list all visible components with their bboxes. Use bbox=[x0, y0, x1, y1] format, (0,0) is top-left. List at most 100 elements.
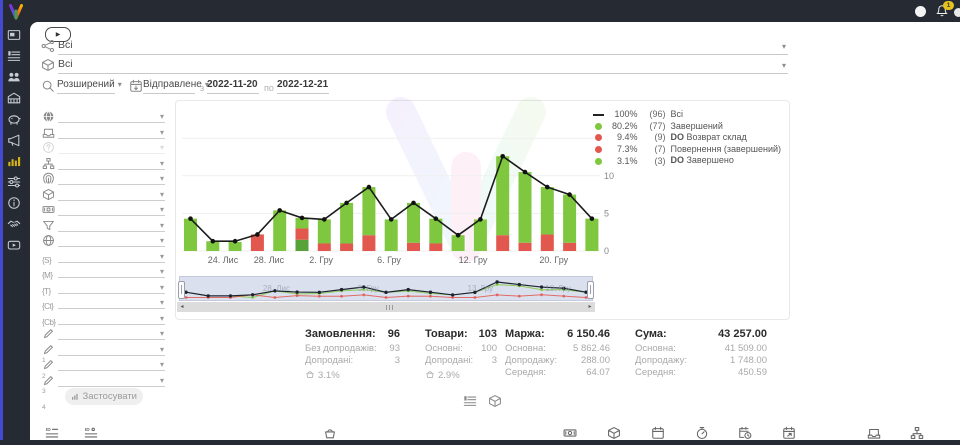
stat-title: Товари: bbox=[425, 328, 468, 340]
sidebar-warehouse-icon[interactable] bbox=[7, 91, 23, 105]
chevron-down-icon: ▾ bbox=[117, 80, 122, 89]
date-to-input[interactable]: 2022-12-21 bbox=[277, 79, 329, 94]
date-from-input[interactable]: 2022-11-20 bbox=[207, 79, 259, 94]
filter-select[interactable]: ▾ bbox=[58, 219, 165, 232]
pencil-icon: 1 bbox=[42, 327, 57, 364]
pencil-icon: 3 bbox=[42, 358, 57, 395]
filter-select[interactable]: ▾ bbox=[58, 110, 165, 123]
chevron-down-icon: ▾ bbox=[159, 127, 164, 137]
package-icon[interactable] bbox=[607, 426, 623, 442]
sidebar-list-icon[interactable] bbox=[7, 49, 23, 63]
filter-select[interactable]: ▾ bbox=[58, 343, 165, 356]
token-m-icon: {M} bbox=[42, 271, 53, 280]
navigator-left-handle[interactable] bbox=[178, 281, 185, 299]
legend-item[interactable]: 3.1% (3) DO Завершено bbox=[591, 155, 781, 167]
stat-percent: 2.9% bbox=[438, 370, 460, 381]
filter-select[interactable]: ▾ bbox=[58, 126, 165, 139]
filter-select[interactable]: ▾ bbox=[58, 250, 165, 263]
chevron-down-icon: ▾ bbox=[159, 174, 164, 183]
svg-text:12. Гру: 12. Гру bbox=[459, 255, 488, 265]
stat-sub-value: 41 509.00 bbox=[724, 343, 767, 354]
stat-title: Сума: bbox=[635, 328, 667, 340]
scroll-right-icon[interactable]: ▸ bbox=[588, 304, 592, 310]
search-icon bbox=[41, 79, 55, 93]
filter-select[interactable]: ▾ bbox=[58, 374, 165, 387]
legend-label: DO Возврат склад bbox=[670, 132, 747, 143]
calendar-icon[interactable] bbox=[651, 426, 667, 442]
legend-count: (9) bbox=[654, 132, 666, 143]
sidebar-sliders-icon[interactable] bbox=[7, 175, 23, 189]
id-list-icon[interactable]: ID bbox=[45, 426, 61, 442]
user-avatar-icon[interactable] bbox=[915, 6, 926, 17]
filter-select[interactable]: ▾ bbox=[58, 157, 165, 170]
sidebar-info-icon[interactable] bbox=[7, 196, 23, 210]
stat-sub-label: Допродані: bbox=[425, 355, 474, 366]
sidebar-handshake-icon[interactable] bbox=[7, 217, 23, 231]
chevron-down-icon: ▾ bbox=[781, 42, 786, 51]
filter-row: 4 ▾ bbox=[30, 374, 195, 411]
sidebar-video-icon[interactable] bbox=[7, 238, 23, 252]
stat-sub-label: Середня: bbox=[505, 367, 547, 378]
filter-row: 2 ▾ bbox=[30, 343, 195, 380]
scrollbar-grip[interactable] bbox=[386, 304, 393, 310]
sidebar-users-icon[interactable] bbox=[7, 70, 23, 84]
chart-navigator[interactable]: 28. Лис 5. Гру 13. Гру 19. Гру bbox=[178, 276, 594, 301]
scroll-left-icon[interactable]: ◂ bbox=[180, 304, 184, 310]
calendar-clock-icon[interactable] bbox=[738, 426, 754, 442]
source-select[interactable]: Всі ▾ bbox=[58, 39, 788, 55]
stat-value: 43 257.00 bbox=[718, 328, 767, 340]
sitemap-icon[interactable] bbox=[910, 426, 926, 442]
apply-button[interactable]: Застосувати bbox=[65, 388, 143, 405]
filter-select[interactable]: ▾ bbox=[58, 265, 165, 278]
package-toggle-icon[interactable] bbox=[488, 394, 503, 409]
calendar-export-icon[interactable] bbox=[782, 426, 798, 442]
chevron-down-icon: ▾ bbox=[159, 360, 164, 369]
stat-sub-value: 100 bbox=[481, 343, 497, 354]
legend-item[interactable]: 100% (96) Всі bbox=[591, 109, 781, 121]
sidebar-megaphone-icon[interactable] bbox=[7, 133, 23, 147]
sidebar-piggy-bank-icon[interactable] bbox=[7, 112, 23, 126]
filter-select[interactable]: ▾ bbox=[58, 172, 165, 185]
filter-select[interactable]: ▾ bbox=[58, 296, 165, 309]
log-list-toggle-icon[interactable] bbox=[463, 394, 478, 409]
navigator-right-handle[interactable] bbox=[587, 281, 594, 299]
date-type-select[interactable]: Відправлене ▾ bbox=[143, 79, 209, 94]
filter-select[interactable]: ▾ bbox=[58, 141, 165, 154]
notification-badge: 1 bbox=[943, 1, 954, 10]
chart-scrollbar[interactable]: ◂ ▸ bbox=[177, 302, 595, 312]
filter-select[interactable]: ▾ bbox=[58, 358, 165, 371]
svg-text:2. Гру: 2. Гру bbox=[309, 255, 333, 265]
chevron-down-icon: ▾ bbox=[159, 251, 164, 261]
filter-select[interactable]: ▾ bbox=[58, 188, 165, 201]
filter-select[interactable]: ▾ bbox=[58, 234, 165, 247]
package-icon bbox=[42, 188, 57, 201]
basket-icon[interactable] bbox=[323, 426, 339, 442]
banknote-icon[interactable] bbox=[563, 426, 579, 442]
legend-item[interactable]: 7.3% (7) Повернення (завершений) bbox=[591, 144, 781, 156]
sidebar-window-icon[interactable] bbox=[7, 28, 23, 42]
tutorial-play-button[interactable]: ▶ bbox=[45, 27, 71, 42]
date-to-label: по bbox=[264, 83, 274, 93]
filter-select[interactable]: ▾ bbox=[58, 203, 165, 216]
id-list-alt-icon[interactable]: ID bbox=[84, 426, 100, 442]
orders-chart[interactable]: 0 5 10 24. Лис 28. Лис 2. Гру 6. Гру 12. Гру 20.… bbox=[176, 101, 789, 271]
filter-select[interactable]: ▾ bbox=[58, 312, 165, 325]
navigator-label: 28. Лис bbox=[262, 284, 290, 293]
svg-text:5: 5 bbox=[604, 208, 609, 218]
legend-item[interactable]: 80.2% (77) Завершений bbox=[591, 121, 781, 133]
calendar-down-icon bbox=[129, 79, 143, 93]
filter-select[interactable]: ▾ bbox=[58, 281, 165, 294]
filter-select[interactable]: ▾ bbox=[58, 327, 165, 340]
legend-item[interactable]: 9.4% (9) DO Возврат склад bbox=[591, 132, 781, 144]
search-mode-select[interactable]: Розширений ▾ bbox=[57, 79, 122, 94]
legend-percent: 7.3% bbox=[616, 143, 638, 154]
globe-icon bbox=[42, 110, 57, 123]
timer-icon[interactable] bbox=[695, 426, 711, 442]
help-circle-icon bbox=[42, 141, 57, 154]
stat-title: Замовлення: bbox=[305, 328, 376, 340]
stats-column: Замовлення: 96 Без допродажів: 93 Допродані:… bbox=[305, 328, 400, 383]
package-icon bbox=[41, 58, 55, 72]
inbox-tray-icon[interactable] bbox=[867, 426, 883, 442]
sidebar-bar-chart-icon[interactable] bbox=[7, 154, 23, 168]
product-select[interactable]: Всі ▾ bbox=[58, 58, 788, 74]
